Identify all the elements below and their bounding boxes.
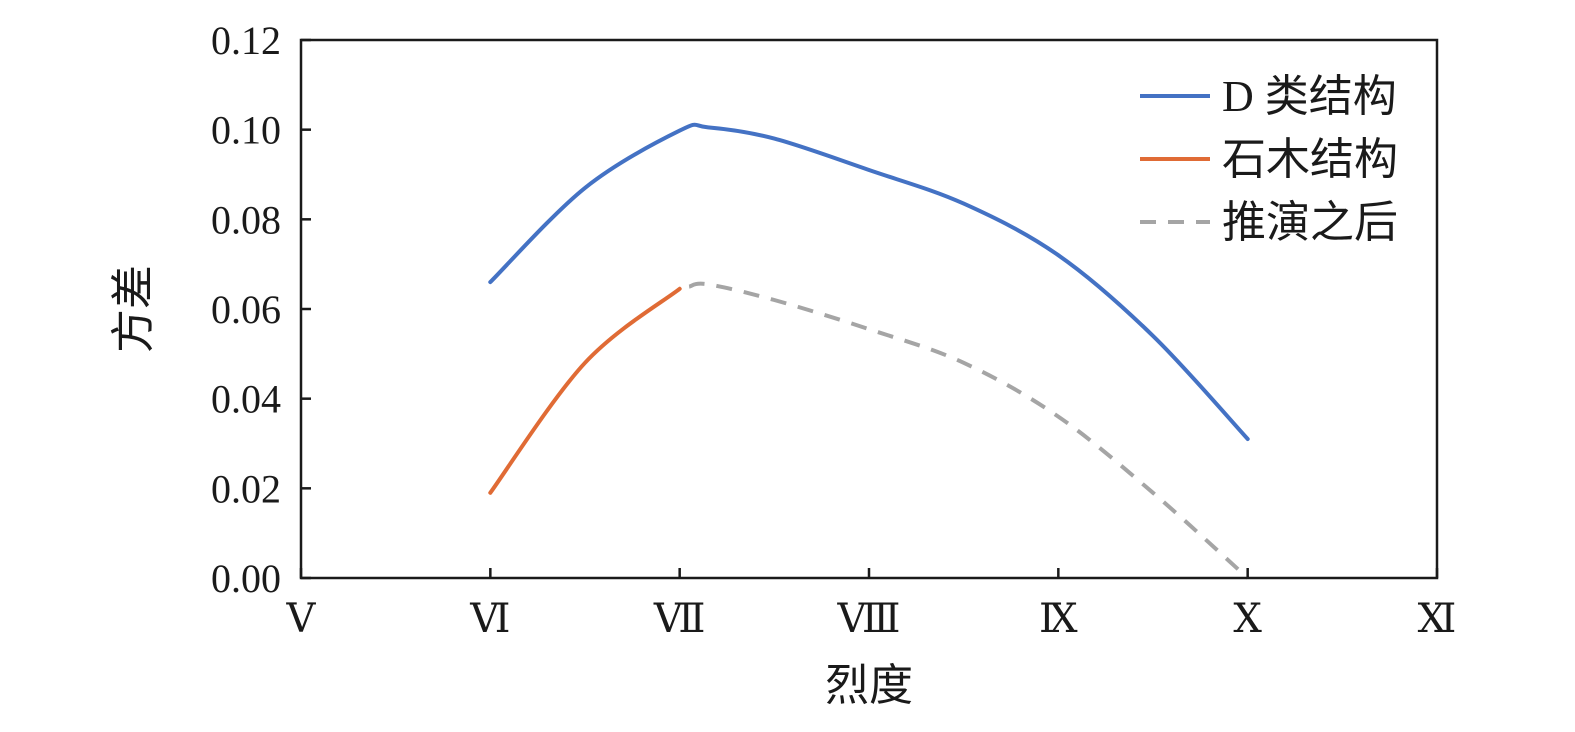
y-tick-label: 0.10 [211,108,281,153]
x-tick-label: Ⅶ [653,596,706,641]
y-tick-label: 0.12 [211,18,281,63]
legend-label: 石木结构 [1222,135,1398,184]
x-tick-label: Ⅷ [836,596,900,641]
x-tick-label: Ⅴ [286,596,317,641]
x-tick-label: Ⅺ [1418,596,1457,641]
x-axis-title: 烈度 [825,661,913,710]
legend-item-extrapolated: 推演之后 [1140,198,1398,247]
y-axis-title: 方差 [109,265,158,353]
legend-label: 推演之后 [1222,198,1398,247]
y-tick-label: 0.06 [211,287,281,332]
series-d-class-line [488,122,1250,441]
legend-label: D 类结构 [1222,72,1397,121]
x-tick-label: Ⅵ [469,596,510,641]
y-tick-label: 0.00 [211,556,281,601]
axes: 0.00 0.02 0.04 0.06 0.08 0.10 0.12 Ⅴ Ⅵ Ⅶ Ⅷ Ⅸ Ⅹ Ⅺ 烈度 方差 [109,18,1456,710]
x-tick-label: Ⅹ [1233,596,1262,641]
legend-item-d-class: D 类结构 [1140,72,1397,121]
y-tick-label: 0.04 [211,377,281,422]
y-tick-label: 0.08 [211,197,281,242]
series-extrapolated-line [688,281,1250,580]
plot-area [488,122,1250,580]
series-stone-wood-line [488,286,682,495]
legend-item-stone-wood: 石木结构 [1140,135,1398,184]
x-tick-label: Ⅸ [1039,596,1078,641]
y-tick-label: 0.02 [211,466,281,511]
